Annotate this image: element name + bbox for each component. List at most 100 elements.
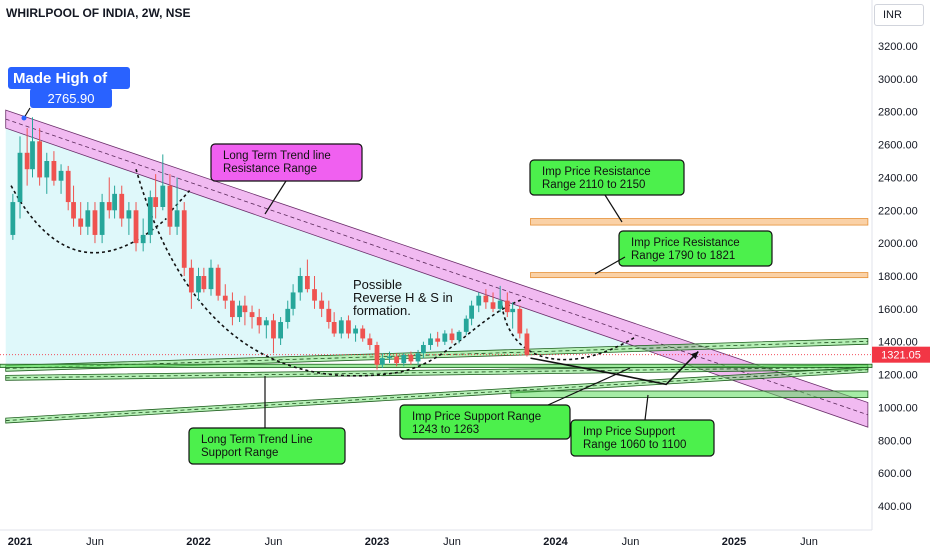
made-high-label [8,67,130,89]
y-tick-label: 800.00 [878,435,912,447]
candle-body [408,354,414,362]
candle-body [230,300,235,318]
candle-body [256,317,262,326]
candle-body [483,295,489,303]
candle-body [119,193,125,219]
y-tick-label: 1000.00 [878,402,918,414]
candle-body [331,322,337,334]
y-tick-label: 3000.00 [878,74,918,86]
candle-body [24,152,30,170]
y-tick-label: 1800.00 [878,271,918,283]
y-tick-label: 2400.00 [878,172,918,184]
candle-body [30,141,35,170]
possible-hs-text: Possible [353,277,402,292]
candle-body [37,141,43,178]
x-tick-label: 2021 [8,536,32,548]
left-shoulder-arc [10,185,167,254]
candle-body [44,161,50,178]
last-price-tag [872,346,930,363]
candle-body [188,267,194,293]
x-tick-label: 2022 [186,536,210,548]
candle-body [497,300,503,309]
candle-body [367,338,373,345]
y-tick-label: 2600.00 [878,140,918,152]
candle-body [160,185,166,207]
candle-body [326,308,332,322]
support-channel-midline [5,369,868,421]
candle-body [174,210,180,227]
x-tick-label: Jun [86,536,104,548]
candle-body [319,300,325,309]
lt-resistance-label-text: Resistance Range [223,163,317,175]
lt-resistance-label [210,143,363,182]
res-1790-label-text: Range 1790 to 1821 [631,250,735,262]
x-tick-label: 2023 [365,536,389,548]
res-2110-label-text: Imp Price Resistance [542,166,651,178]
support-zone [510,390,869,398]
possible-hs-text: formation. [353,303,411,318]
candle-body [222,295,228,301]
candle-body [17,152,23,203]
head-arc-left [135,168,395,377]
left-shoulder-neck [171,190,191,211]
candle-body [401,354,407,364]
y-tick-label: 400.00 [878,501,912,513]
candle-body [312,289,317,301]
made-high-label-text: Made High of [13,70,108,87]
x-tick-label: 2024 [543,536,568,548]
candle-body [153,197,159,207]
candle-body [85,210,91,227]
sup-1060-label-text: Range 1060 to 1100 [583,439,686,451]
candle-body [290,292,296,309]
candle-body [435,338,441,342]
x-tick-label: Jun [622,536,640,548]
x-tick-label: 2025 [722,536,746,548]
y-tick-label: 1200.00 [878,370,918,382]
made-high-value-text: 2765.90 [48,91,95,106]
x-tick-label: Jun [443,536,461,548]
lt-support-label [188,427,346,465]
candle-body [297,276,303,293]
support-channel-midline [5,366,868,379]
sup-1243-leader [547,367,631,406]
candle-body [58,170,64,181]
candle-body [304,276,310,290]
candle-body [463,318,469,332]
candle-body [181,210,187,268]
candle-body [112,193,117,211]
y-tick-label: 2800.00 [878,107,918,119]
currency-selector[interactable]: INR [874,4,924,26]
resistance-zone [530,218,869,226]
resistance-zone [530,272,869,279]
candle-body [140,234,146,244]
lt-support-label-text: Long Term Trend Line [201,434,313,446]
candle-body [263,320,269,326]
possible-hs-text: Reverse H & S in [353,290,453,305]
last-price-tag-text: 1321.05 [881,350,921,362]
sup-1060-leader [644,394,649,421]
candle-body [374,345,380,365]
y-tick-label: 600.00 [878,468,912,480]
candle-body [51,161,57,181]
candle-body [215,267,221,296]
candle-body [285,308,291,322]
candle-body [167,185,173,227]
candle-body [71,202,76,219]
candle-body [476,295,482,306]
support-channel [5,338,869,372]
candle-body [360,328,366,339]
candle-body [147,197,153,235]
sup-1243-label-text: 1243 to 1263 [412,424,479,436]
candle-body [338,320,344,334]
candle-body [201,276,207,290]
candle-body [271,320,276,339]
candle-body [106,202,112,211]
sup-1243-label [399,404,571,440]
candle-body [387,356,392,359]
lt-resistance-leader [264,180,287,215]
candle-body [415,353,421,362]
projection-path [530,351,699,386]
candle-body [394,356,400,364]
x-tick-label: Jun [800,536,818,548]
